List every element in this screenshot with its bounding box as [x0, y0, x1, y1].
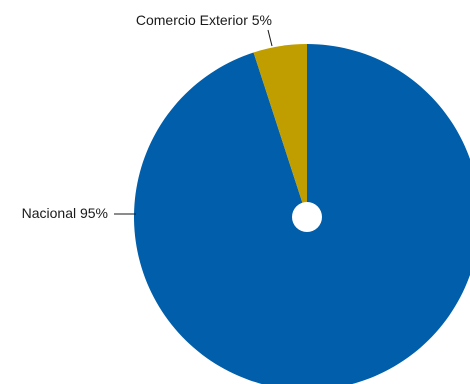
slice-label-leader-comercio-exterior: [267, 29, 273, 47]
slice-label-nacional: Nacional 95%: [22, 205, 108, 221]
pie-slice-comercio-exterior: [253, 44, 307, 217]
pie-labels: Nacional 95% Comercio Exterior 5%: [22, 12, 273, 221]
pie-center-hole: [292, 202, 322, 232]
slice-label-comercio-exterior: Comercio Exterior 5%: [136, 12, 272, 28]
